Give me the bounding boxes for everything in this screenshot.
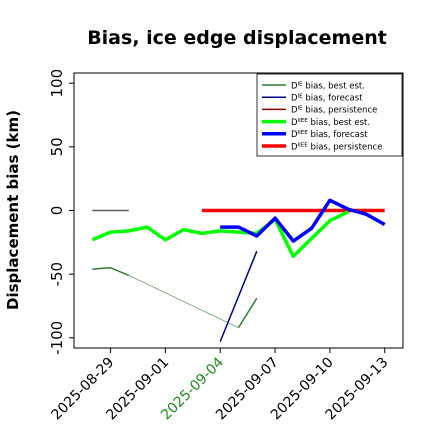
series-line-ie-forecast bbox=[219, 250, 258, 342]
series-line-ie-best-late bbox=[237, 297, 258, 328]
series-line-iiee-best bbox=[91, 210, 349, 259]
legend-label: DIE bias, persistence bbox=[291, 106, 377, 116]
legend-label: DIE bias, forecast bbox=[291, 94, 363, 104]
legend: DIE bias, best est. DIE bias, forecast DIE… bbox=[256, 73, 403, 157]
y-tick-label: 100 bbox=[48, 69, 66, 98]
y-tick-label: -50 bbox=[48, 262, 66, 287]
chart-title: Bias, ice edge displacement bbox=[87, 27, 387, 49]
legend-label: DIE bias, best est. bbox=[291, 81, 365, 91]
y-axis-label: Displacement bias (km) bbox=[4, 110, 22, 310]
legend-label: DIIEE bias, forecast bbox=[291, 130, 368, 140]
series-line-ie-best bbox=[92, 267, 130, 277]
legend-label: DIIEE bias, best est. bbox=[291, 118, 370, 128]
y-tick-label: -100 bbox=[48, 321, 66, 355]
series-line-ie-best-link bbox=[128, 275, 239, 328]
y-tick-label: 50 bbox=[48, 137, 66, 156]
legend-label: DIIEE bias, persistence bbox=[291, 142, 382, 152]
plot-area: 100500-50-1002025-08-292025-09-012025-09… bbox=[48, 69, 404, 423]
series-line-iiee-forecast bbox=[220, 198, 386, 243]
y-tick-label: 0 bbox=[48, 206, 66, 216]
legend-box bbox=[256, 73, 403, 157]
